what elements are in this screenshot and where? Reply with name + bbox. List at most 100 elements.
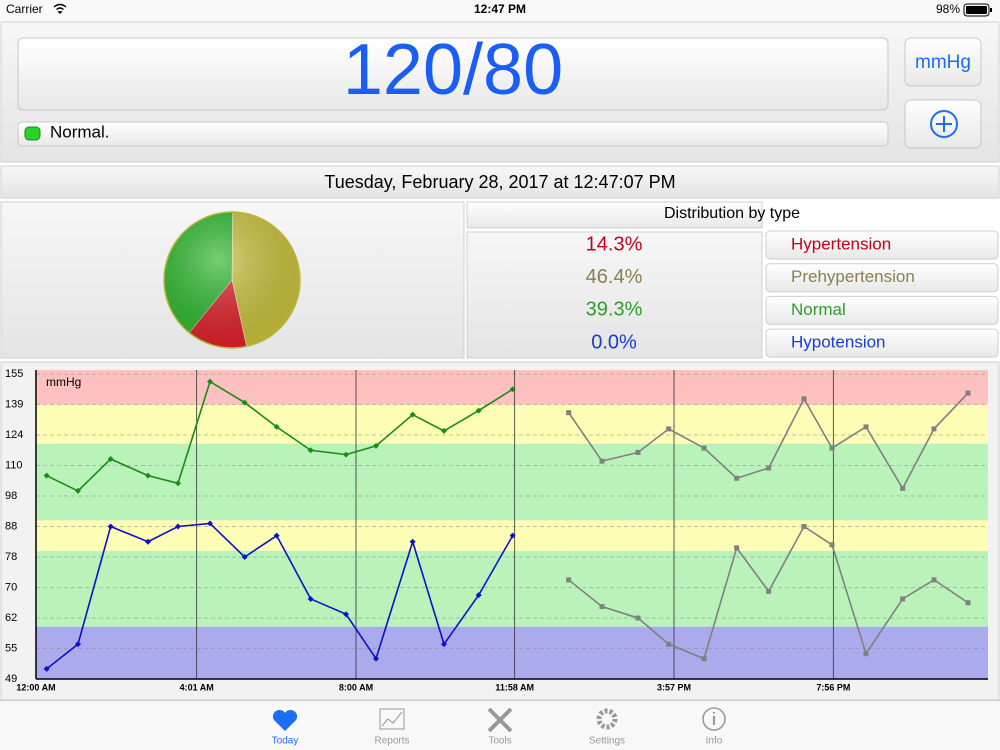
point-marker (207, 520, 213, 527)
y-tick-label: 62 (5, 612, 17, 624)
point-marker (409, 411, 416, 418)
add-icon-plus[interactable] (936, 116, 952, 132)
x-tick-label: 8:00 AM (339, 682, 373, 692)
point-marker (145, 538, 151, 545)
reports-icon-line[interactable] (381, 711, 403, 727)
y-tick-label: 110 (5, 459, 23, 471)
reports-icon[interactable] (379, 708, 405, 730)
point-marker (107, 523, 114, 530)
battery-icon (963, 3, 990, 17)
point-marker (475, 407, 482, 414)
today-icon[interactable] (272, 709, 298, 731)
battery-level: 98% (936, 2, 960, 16)
range-band (36, 550, 988, 627)
point-marker (75, 487, 81, 494)
clock: 12:47 PM (474, 2, 526, 16)
point-marker (829, 542, 835, 548)
point-marker (343, 611, 349, 618)
point-marker (175, 523, 181, 530)
x-tick-label: 4:01 AM (180, 682, 214, 692)
percent-label: 0.0% (591, 331, 637, 353)
point-marker (931, 577, 937, 583)
point-marker (863, 424, 869, 430)
point-marker (599, 604, 605, 610)
point-marker (829, 445, 835, 451)
type-label: Prehypertension (791, 267, 915, 286)
point-marker (241, 399, 248, 406)
point-marker (409, 538, 416, 545)
type-label: Normal (791, 300, 846, 319)
tab-label[interactable]: Reports (374, 736, 409, 747)
unit-button-label[interactable]: mmHg (915, 52, 971, 73)
type-label: Hypotension (791, 333, 886, 352)
point-marker (566, 577, 572, 583)
point-marker (145, 472, 151, 479)
y-tick-label: 70 (5, 581, 17, 593)
point-marker (701, 656, 707, 662)
point-marker (666, 426, 672, 432)
y-tick-label: 124 (5, 429, 23, 441)
point-marker (475, 592, 482, 599)
unit-button[interactable] (904, 37, 982, 87)
point-marker (43, 472, 50, 479)
percent-label: 14.3% (586, 233, 643, 255)
tab-bar (0, 700, 1000, 750)
reading-value: 120/80 (343, 30, 563, 110)
point-marker (175, 480, 181, 487)
date-bar (0, 165, 1000, 199)
point-marker (307, 595, 314, 602)
date-text: Tuesday, February 28, 2017 at 12:47:07 P… (324, 172, 675, 192)
point-marker (766, 465, 772, 471)
point-marker (273, 423, 280, 430)
tab-label[interactable]: Info (706, 736, 723, 747)
y-tick-label: 49 (5, 673, 17, 685)
point-marker (599, 458, 605, 464)
status-box (17, 121, 889, 147)
point-marker (734, 475, 740, 481)
point-marker (343, 451, 349, 458)
info-icon[interactable] (702, 707, 726, 731)
point-marker (273, 532, 280, 539)
status-indicator (24, 126, 41, 141)
point-marker (666, 641, 672, 647)
point-marker (373, 655, 379, 662)
battery-fill (966, 6, 987, 14)
y-tick-label: 78 (5, 551, 17, 563)
point-marker (75, 641, 81, 648)
tab-label[interactable]: Today (272, 736, 299, 747)
y-tick-label: 155 (5, 368, 23, 380)
percent-label: 39.3% (586, 299, 643, 321)
x-tick-label: 11:58 AM (495, 682, 534, 692)
point-marker (900, 596, 906, 602)
type-box (765, 230, 999, 260)
point-marker (900, 485, 906, 491)
x-tick-label: 12:00 AM (16, 682, 55, 692)
point-marker (931, 426, 937, 432)
x-tick-label: 7:56 PM (816, 682, 850, 692)
tab-label[interactable]: Tools (488, 736, 511, 747)
reading-box (17, 37, 889, 111)
point-marker (635, 449, 641, 455)
tab-label[interactable]: Settings (589, 736, 625, 747)
tools-icon[interactable] (487, 707, 513, 733)
wifi-icon (53, 3, 67, 14)
point-marker (43, 665, 50, 672)
type-box (765, 295, 999, 325)
y-tick-label: 139 (5, 398, 23, 410)
pie-shade (163, 211, 301, 349)
battery-tip (990, 8, 992, 12)
percent-label: 46.4% (586, 266, 643, 288)
point-marker (441, 641, 447, 648)
type-box (765, 328, 999, 358)
add-icon[interactable] (930, 110, 958, 138)
y-tick-label: 88 (5, 520, 17, 532)
range-band (36, 404, 988, 444)
settings-icon[interactable] (596, 708, 618, 730)
point-marker (965, 390, 971, 396)
status-text: Normal. (50, 122, 110, 141)
point-marker (965, 600, 971, 606)
percent-box (466, 231, 763, 359)
point-marker (509, 386, 516, 393)
range-band (36, 626, 988, 679)
